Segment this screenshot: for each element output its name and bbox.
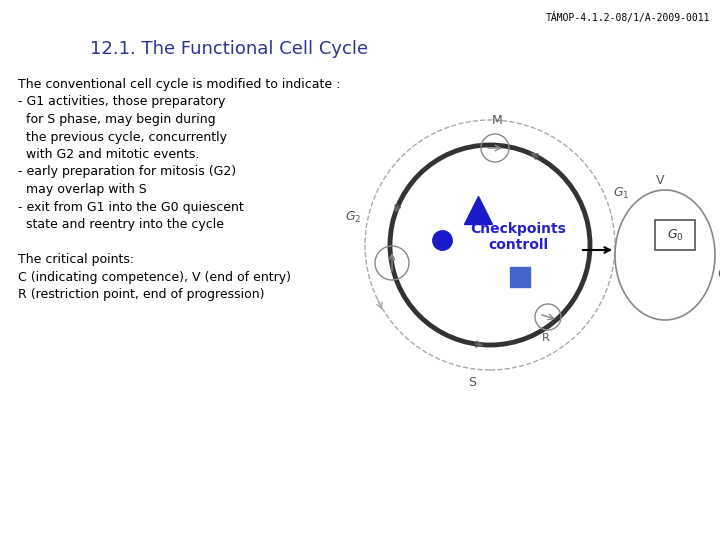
Text: The critical points:: The critical points: [18, 253, 134, 266]
Text: - early preparation for mitosis (G2): - early preparation for mitosis (G2) [18, 165, 236, 179]
Text: $G_1$: $G_1$ [613, 185, 629, 200]
Text: - exit from G1 into the G0 quiescent: - exit from G1 into the G0 quiescent [18, 200, 244, 213]
Text: the previous cycle, concurrently: the previous cycle, concurrently [18, 131, 227, 144]
Text: R: R [542, 333, 550, 343]
Text: TÁMOP-4.1.2-08/1/A-2009-0011: TÁMOP-4.1.2-08/1/A-2009-0011 [546, 12, 710, 23]
Text: with G2 and mitotic events.: with G2 and mitotic events. [18, 148, 199, 161]
Text: may overlap with S: may overlap with S [18, 183, 147, 196]
Text: R (restriction point, end of progression): R (restriction point, end of progression… [18, 288, 264, 301]
Bar [655, 220, 695, 250]
Text: - G1 activities, those preparatory: - G1 activities, those preparatory [18, 96, 225, 109]
Text: $G_2$: $G_2$ [345, 210, 361, 225]
Text: Checkpoints
controll: Checkpoints controll [470, 222, 566, 252]
Text: $G_0$: $G_0$ [667, 227, 683, 242]
Text: V: V [656, 174, 665, 187]
Text: The conventional cell cycle is modified to indicate :: The conventional cell cycle is modified … [18, 78, 341, 91]
Text: 12.1. The Functional Cell Cycle: 12.1. The Functional Cell Cycle [90, 40, 368, 58]
Text: for S phase, may begin during: for S phase, may begin during [18, 113, 215, 126]
Text: C (indicating competence), V (end of entry): C (indicating competence), V (end of ent… [18, 271, 291, 284]
Text: C: C [717, 268, 720, 281]
Text: S: S [468, 376, 476, 389]
Text: state and reentry into the cycle: state and reentry into the cycle [18, 218, 224, 231]
Text: M: M [492, 114, 503, 127]
